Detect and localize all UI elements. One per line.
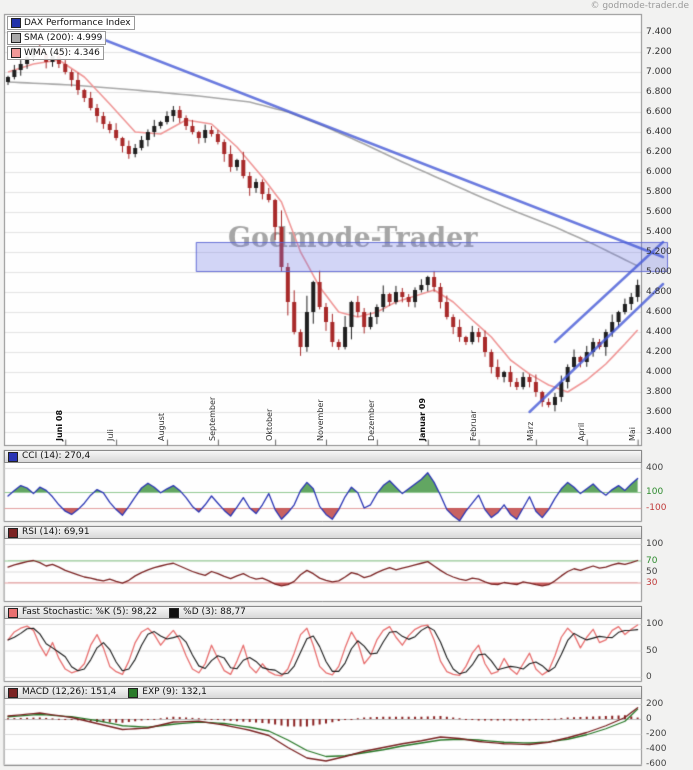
price-axis-label: 5.600 (646, 207, 672, 217)
cci-axis-label: 100 (646, 487, 664, 497)
price-axis-label: 6.800 (646, 87, 672, 97)
month-axis-label: März (525, 421, 535, 441)
legend-swatch-icon (11, 48, 21, 58)
price-axis-label: 5.800 (646, 187, 672, 197)
month-axis-label: Juli (106, 429, 116, 441)
price-axis-label: 4.400 (646, 327, 672, 337)
legend-swatch-icon (11, 33, 21, 43)
price-axis-label: 7.200 (646, 47, 672, 57)
macd-swatch-icon (8, 687, 18, 698)
stochastic-axis-label: 100 (646, 619, 664, 629)
legend-label: SMA (200): 4.999 (24, 33, 103, 43)
rsi-axis-label: 50 (646, 566, 658, 577)
month-axis-label: Dezember (366, 399, 376, 441)
rsi-label: RSI (14): 69,91 (22, 527, 90, 537)
price-axis-label: 3.800 (646, 387, 672, 397)
macd-panel-header: MACD (12,26): 151,4 EXP (9): 132,1 (4, 686, 642, 699)
cci-label: CCI (14): 270,4 (22, 451, 91, 461)
macd-exp-swatch-icon (128, 687, 139, 698)
price-axis-label: 6.400 (646, 127, 672, 137)
rsi-panel-header: RSI (14): 69,91 (4, 526, 642, 539)
price-axis-label: 6.000 (646, 167, 672, 177)
macd-exp-label: EXP (9): 132,1 (142, 687, 207, 697)
price-axis-label: 3.400 (646, 427, 672, 437)
price-axis-label: 5.200 (646, 247, 672, 257)
macd-label: MACD (12,26): 151,4 (22, 687, 117, 697)
legend-swatch-icon (11, 18, 21, 28)
month-axis-label: November (316, 399, 325, 441)
macd-axis-label: 200 (646, 699, 664, 709)
stochastic-d-swatch-icon (169, 607, 180, 618)
month-axis-label: September (207, 396, 217, 441)
price-axis-label: 5.000 (646, 267, 672, 277)
month-axis-label: Februar (468, 410, 478, 441)
rsi-axis-label: 30 (646, 577, 658, 588)
stochastic-k-swatch-icon (8, 607, 18, 618)
macd-axis-label: 0 (646, 714, 652, 724)
rsi-axis-label: 100 (646, 539, 664, 549)
macd-axis-label: -400 (646, 744, 667, 754)
cci-swatch-icon (8, 451, 18, 462)
month-axis-label: April (576, 422, 586, 441)
legend-label: WMA (45): 4.346 (24, 48, 100, 58)
rsi-axis-label: 70 (646, 555, 658, 566)
legend-label: DAX Performance Index (24, 18, 131, 28)
month-axis-label: Mai (627, 426, 637, 441)
macd-axis-label: -200 (646, 729, 667, 739)
month-axis-label: Juni 08 (55, 409, 65, 441)
cci-axis-label: 400 (646, 463, 664, 473)
cci-axis-label: -100 (646, 503, 667, 513)
price-axis-label: 4.200 (646, 347, 672, 357)
price-axis-label: 4.800 (646, 287, 672, 297)
stochastic-panel-header: Fast Stochastic: %K (5): 98,22 %D (3): 8… (4, 606, 642, 619)
price-axis-label: 4.600 (646, 307, 672, 317)
price-axis-label: 5.400 (646, 227, 672, 237)
copyright-link[interactable]: © godmode-trader.de (590, 1, 689, 11)
price-axis-label: 4.000 (646, 367, 672, 377)
stochastic-axis-label: 0 (646, 672, 652, 682)
price-axis-label: 6.600 (646, 107, 672, 117)
price-axis-label: 6.200 (646, 147, 672, 157)
main-chart-legend: DAX Performance Index SMA (200): 4.999 WMA… (7, 16, 135, 61)
stochastic-d-label: %D (3): 88,77 (183, 607, 246, 617)
stochastic-axis-label: 50 (646, 645, 658, 656)
legend-item: DAX Performance Index (7, 16, 135, 30)
stochastic-k-label: Fast Stochastic: %K (5): 98,22 (22, 607, 158, 617)
price-axis-label: 3.600 (646, 407, 672, 417)
price-axis-label: 7.400 (646, 27, 672, 37)
month-axis-label: August (157, 413, 166, 441)
month-axis-label: Oktober (265, 408, 275, 441)
price-axis-label: 7.000 (646, 67, 672, 77)
macd-axis-label: -600 (646, 759, 667, 769)
cci-panel-header: CCI (14): 270,4 (4, 450, 642, 463)
rsi-swatch-icon (8, 527, 18, 538)
legend-item: WMA (45): 4.346 (7, 46, 104, 60)
legend-item: SMA (200): 4.999 (7, 31, 107, 45)
month-axis-label: Januar 09 (417, 397, 427, 441)
